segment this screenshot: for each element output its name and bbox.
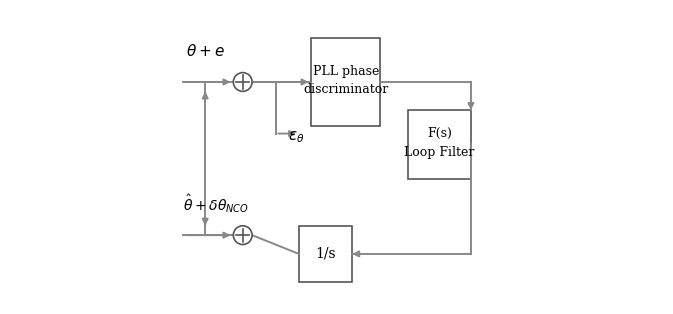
Text: 1/s: 1/s — [315, 247, 336, 261]
Bar — [409, 110, 471, 179]
Text: F(s): F(s) — [427, 127, 452, 140]
Text: $\varepsilon_{\theta}$: $\varepsilon_{\theta}$ — [288, 129, 305, 144]
Text: $\hat{\theta} + \delta\theta_{NCO}$: $\hat{\theta} + \delta\theta_{NCO}$ — [183, 192, 249, 215]
Text: Loop Filter: Loop Filter — [404, 146, 475, 159]
Bar — [312, 38, 380, 126]
Text: PLL phase: PLL phase — [313, 65, 379, 78]
Text: $\theta + e$: $\theta + e$ — [186, 43, 225, 59]
Bar — [299, 226, 352, 282]
Text: discriminator: discriminator — [304, 83, 388, 96]
Circle shape — [234, 73, 252, 91]
Circle shape — [234, 226, 252, 245]
